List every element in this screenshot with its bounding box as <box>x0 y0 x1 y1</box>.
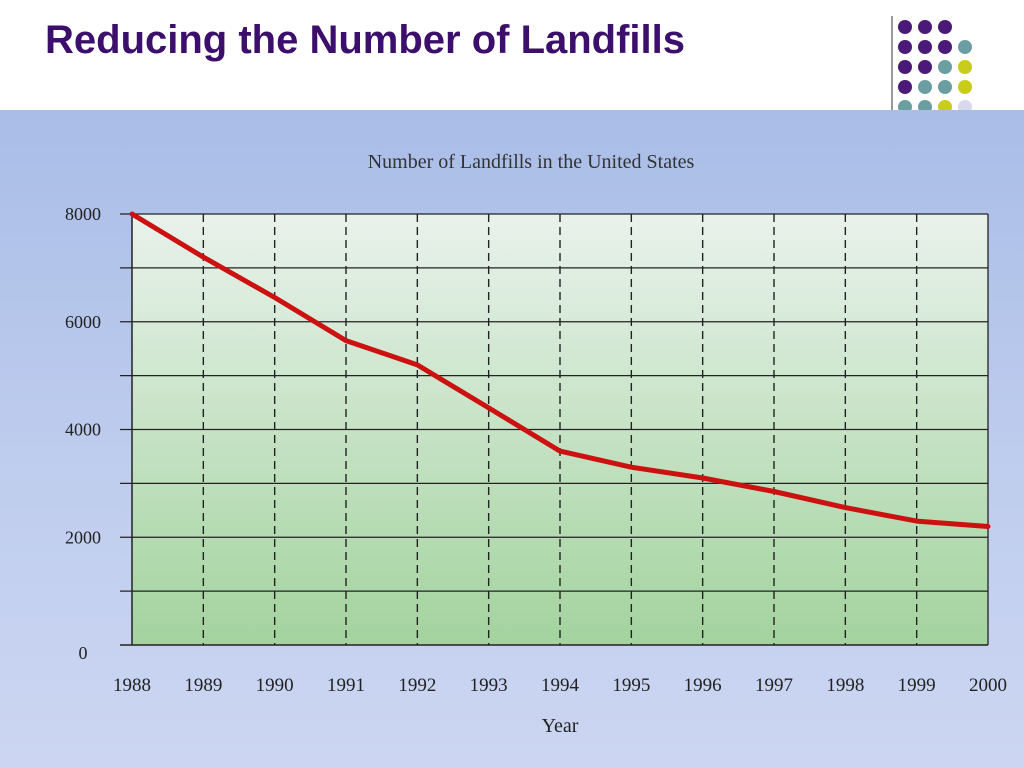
y-tick-label: 4000 <box>65 420 101 440</box>
decor-dot <box>918 20 932 34</box>
y-tick-label: 8000 <box>65 204 101 224</box>
x-tick-label: 1988 <box>113 675 151 696</box>
y-tick-label: 6000 <box>65 312 101 332</box>
decor-dot <box>898 100 912 112</box>
decor-dot <box>958 60 972 74</box>
decor-dot <box>958 80 972 94</box>
decor-dot <box>918 80 932 94</box>
x-tick-label: 1989 <box>184 675 222 696</box>
y-tick-label: 0 <box>79 643 88 663</box>
slide-title: Reducing the Number of Landfills <box>45 18 686 62</box>
decor-dot <box>918 100 932 112</box>
decor-dot <box>918 60 932 74</box>
chart-panel: 0 2000 4000 6000 8000 1988 1989 1990 1991 1992 199… <box>0 110 1024 768</box>
decor-dot <box>898 80 912 94</box>
x-tick-label: 1992 <box>398 675 436 696</box>
landfills-line-chart: 0 2000 4000 6000 8000 1988 1989 1990 1991 1992 199… <box>65 151 1007 737</box>
decor-dot <box>898 40 912 54</box>
x-tick-label: 1999 <box>898 675 936 696</box>
x-tick-label: 1996 <box>684 675 722 696</box>
chart-title: Number of Landfills in the United States <box>368 151 695 173</box>
x-tick-label: 1995 <box>612 675 650 696</box>
decor-dot <box>898 60 912 74</box>
decorative-dot-grid <box>896 18 1006 112</box>
decor-dot <box>918 40 932 54</box>
decor-dot <box>938 40 952 54</box>
decor-dot <box>938 60 952 74</box>
x-tick-label: 1997 <box>755 675 793 696</box>
y-tick-label: 2000 <box>65 527 101 547</box>
decor-dot <box>958 40 972 54</box>
decor-dot <box>938 20 952 34</box>
decor-dot <box>938 100 952 112</box>
x-axis-label: Year <box>542 715 579 737</box>
x-tick-label: 1990 <box>256 675 294 696</box>
x-tick-label: 1994 <box>541 675 580 696</box>
decor-dot <box>958 100 972 112</box>
x-tick-label: 1993 <box>470 675 508 696</box>
x-tick-label: 2000 <box>969 675 1007 696</box>
landfills-series-line <box>129 211 991 529</box>
decor-dot <box>938 80 952 94</box>
decor-dot <box>898 20 912 34</box>
x-tick-label: 1991 <box>327 675 365 696</box>
x-tick-label: 1998 <box>826 675 864 696</box>
title-divider <box>891 16 893 111</box>
